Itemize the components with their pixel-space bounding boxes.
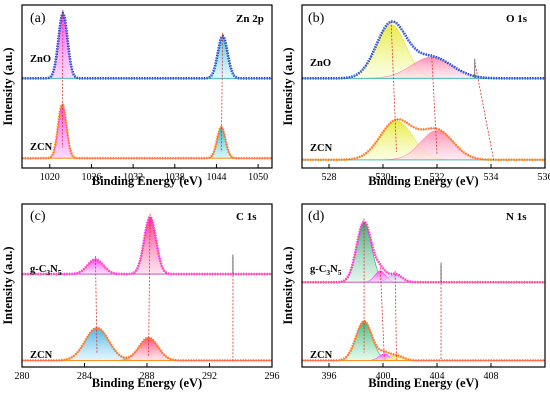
panel-title: C 1s [236, 211, 257, 223]
y-axis-title: Intensity (a.u.) [1, 246, 15, 324]
fit-envelope [22, 216, 272, 275]
series-zcn [302, 320, 545, 362]
y-axis-title: Intensity (a.u.) [1, 47, 15, 125]
series-label: ZCN [310, 143, 333, 154]
fit-envelope [302, 321, 545, 361]
reference-line [474, 61, 495, 160]
panel-c: 280 284 288 292 296 Binding Energy (eV) Intens… [1, 203, 280, 390]
reference-line [61, 9, 64, 148]
series-label: g-C3N5 [310, 264, 342, 277]
panel-title: O 1s [506, 13, 528, 25]
x-tick-label: 280 [15, 371, 30, 382]
reference-line [379, 267, 385, 360]
peak-fill [202, 35, 243, 79]
panel-letter: (b) [308, 11, 325, 26]
data-points [302, 320, 545, 362]
series-label: ZCN [30, 142, 53, 153]
x-tick-label: 284 [77, 371, 92, 382]
x-tick-label: 288 [140, 371, 155, 382]
x-tick-label: 1044 [206, 172, 226, 183]
x-axis-title: Binding Energy (eV) [92, 376, 202, 390]
fit-envelope [22, 104, 272, 159]
panel-letter: (d) [308, 209, 325, 224]
panel-b: 528 530 532 534 536 Binding Energy (eV) Intens… [281, 4, 550, 188]
series-label: g-C3N5 [30, 264, 62, 277]
series-label: ZnO [30, 54, 51, 65]
plot-frame [301, 4, 546, 169]
reference-line [431, 53, 438, 155]
x-tick-label: 1026 [81, 172, 101, 183]
x-tick-label: 404 [430, 371, 445, 382]
series-label: ZCN [310, 350, 333, 361]
panel-a: 1020 1026 1032 1038 1044 1050 Binding Energy (… [1, 4, 273, 188]
panel-d: 396 400 404 408 Binding Energy (eV) Intensity… [281, 203, 546, 390]
series-zcn [22, 102, 272, 160]
fit-envelope [302, 21, 545, 79]
y-axis-title: Intensity (a.u.) [281, 47, 295, 125]
reference-line [148, 213, 151, 356]
reference-line [394, 270, 397, 360]
x-axis-title: Binding Energy (eV) [368, 376, 478, 390]
series-g-c3n5 [22, 215, 272, 276]
x-tick-label: 1032 [123, 172, 143, 183]
series-zno [302, 20, 545, 80]
series-label: ZCN [30, 350, 53, 361]
x-axis-title: Binding Energy (eV) [92, 174, 202, 188]
fit-envelope [302, 221, 545, 283]
reference-line [220, 32, 224, 153]
series-zno [22, 11, 272, 80]
y-axis-title: Intensity (a.u.) [281, 246, 295, 324]
fit-envelope [22, 12, 272, 79]
series-zcn [302, 117, 545, 162]
plot-frame [21, 4, 273, 169]
x-tick-label: 1038 [165, 172, 185, 183]
x-tick-label: 292 [202, 371, 217, 382]
x-tick-label: 296 [265, 371, 280, 382]
x-tick-label: 530 [376, 172, 391, 183]
x-tick-label: 536 [538, 172, 550, 183]
panel-title: Zn 2p [236, 13, 264, 25]
x-tick-label: 396 [322, 371, 337, 382]
panel-letter: (a) [30, 11, 46, 26]
series-label: ZnO [310, 58, 331, 69]
series-zcn [22, 326, 272, 362]
fit-envelope [302, 118, 545, 161]
x-tick-label: 1050 [248, 172, 268, 183]
x-axis-title: Binding Energy (eV) [368, 174, 478, 188]
x-tick-label: 528 [322, 172, 337, 183]
x-tick-label: 400 [376, 371, 391, 382]
panel-title: N 1s [506, 211, 527, 223]
x-tick-label: 408 [484, 371, 499, 382]
x-tick-label: 534 [484, 172, 499, 183]
panel-letter: (c) [30, 209, 46, 224]
x-tick-label: 1020 [40, 172, 60, 183]
reference-line [95, 256, 98, 354]
plot-frame [301, 203, 546, 368]
reference-line [390, 21, 397, 153]
x-tick-label: 532 [430, 172, 445, 183]
fit-envelope [22, 327, 272, 361]
